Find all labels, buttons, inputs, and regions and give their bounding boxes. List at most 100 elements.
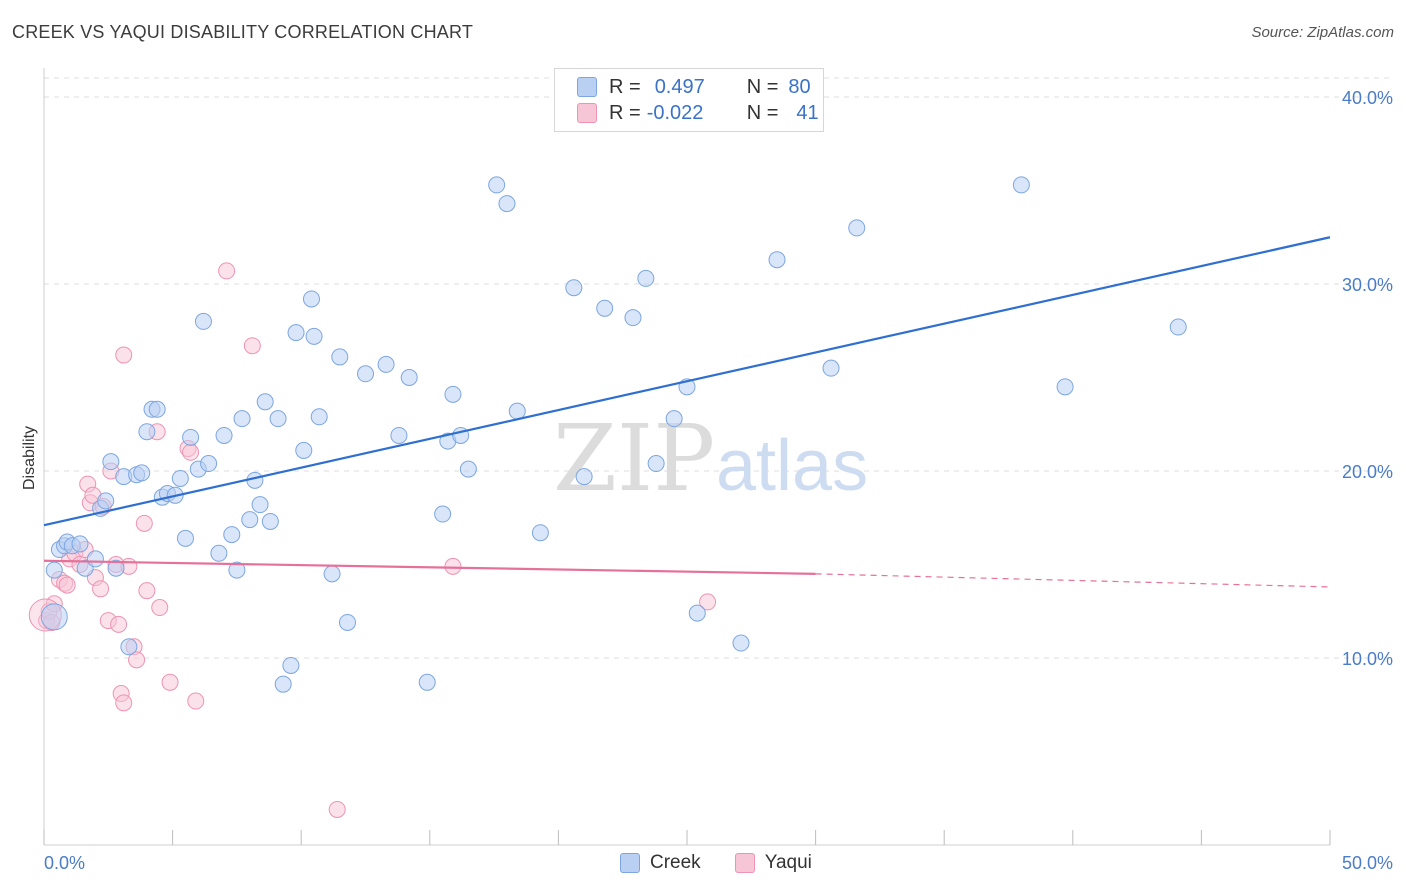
yaqui-points bbox=[28, 262, 717, 818]
creek-point bbox=[282, 656, 300, 674]
creek-point bbox=[459, 460, 477, 478]
y-tick-label: 10.0% bbox=[1342, 649, 1393, 669]
creek-point bbox=[233, 410, 251, 428]
y-tick-label: 30.0% bbox=[1342, 275, 1393, 295]
yaqui-trend-line bbox=[43, 559, 816, 575]
creek-point bbox=[768, 251, 786, 269]
creek-point bbox=[323, 565, 341, 583]
creek-point bbox=[444, 385, 462, 403]
legend: R = 0.497 N = 80 R = -0.022 N = 41 bbox=[554, 68, 824, 132]
creek-point bbox=[176, 529, 194, 547]
y-tick-label: 20.0% bbox=[1342, 462, 1393, 482]
creek-point bbox=[822, 359, 840, 377]
creek-point bbox=[848, 219, 866, 237]
creek-point bbox=[305, 327, 323, 345]
yaqui-point bbox=[328, 800, 346, 818]
creek-point bbox=[434, 505, 452, 523]
creek-n-value: 80 bbox=[788, 75, 811, 98]
creek-point bbox=[302, 290, 320, 308]
creek-point bbox=[310, 408, 328, 426]
yaqui-n-label: N = bbox=[746, 101, 779, 124]
creek-point bbox=[637, 269, 655, 287]
y-tick-label: 40.0% bbox=[1342, 88, 1393, 108]
yaqui-swatch bbox=[577, 103, 597, 123]
creek-point bbox=[531, 524, 549, 542]
legend-row-yaqui: R = -0.022 N = 41 bbox=[577, 100, 819, 126]
yaqui-point bbox=[58, 576, 76, 594]
creek-point bbox=[97, 492, 115, 510]
creek-point bbox=[133, 464, 151, 482]
creek-point bbox=[40, 603, 68, 631]
yaqui-point bbox=[161, 673, 179, 691]
bottom-creek-swatch bbox=[620, 853, 640, 873]
creek-point bbox=[331, 348, 349, 366]
yaqui-point bbox=[110, 615, 128, 633]
yaqui-point bbox=[151, 599, 169, 617]
yaqui-point bbox=[135, 514, 153, 532]
creek-point bbox=[575, 468, 593, 486]
creek-point bbox=[269, 410, 287, 428]
axes bbox=[43, 68, 1331, 846]
creek-swatch bbox=[577, 77, 597, 97]
creek-point bbox=[148, 400, 166, 418]
yaqui-point bbox=[182, 443, 200, 461]
creek-point bbox=[647, 455, 665, 473]
creek-point bbox=[338, 613, 356, 631]
bottom-legend-yaqui: Yaqui bbox=[734, 852, 812, 874]
creek-point bbox=[256, 393, 274, 411]
creek-point bbox=[1012, 176, 1030, 194]
creek-point bbox=[488, 176, 506, 194]
creek-trend-line bbox=[43, 236, 1331, 527]
yaqui-trend-extension bbox=[815, 573, 1331, 588]
creek-point bbox=[120, 638, 138, 656]
creek-point bbox=[138, 423, 156, 441]
creek-point bbox=[45, 561, 63, 579]
creek-r-value: 0.497 bbox=[654, 75, 705, 98]
creek-point bbox=[1056, 378, 1074, 396]
creek-point bbox=[241, 511, 259, 529]
creek-point bbox=[228, 561, 246, 579]
bottom-legend-creek: Creek bbox=[620, 852, 701, 874]
creek-point bbox=[418, 673, 436, 691]
chart-title: CREEK VS YAQUI DISABILITY CORRELATION CH… bbox=[12, 22, 474, 42]
creek-point bbox=[251, 496, 269, 514]
creek-point bbox=[498, 195, 516, 213]
x-tick-label: 50.0% bbox=[1342, 853, 1393, 873]
yaqui-point bbox=[243, 337, 261, 355]
yaqui-point bbox=[138, 582, 156, 600]
creek-point bbox=[182, 428, 200, 446]
creek-point bbox=[624, 309, 642, 327]
watermark: ZIP atlas bbox=[553, 405, 868, 512]
creek-point bbox=[194, 312, 212, 330]
bottom-yaqui-label: Yaqui bbox=[764, 852, 812, 873]
creek-point bbox=[210, 544, 228, 562]
creek-r-label: R = bbox=[609, 75, 641, 98]
source-label: Source: ZipAtlas.com bbox=[1251, 24, 1394, 41]
creek-point bbox=[261, 512, 279, 530]
creek-point bbox=[274, 675, 292, 693]
bottom-yaqui-swatch bbox=[734, 853, 755, 873]
creek-n-label: N = bbox=[746, 75, 779, 98]
tick-labels: 10.0% 20.0% 30.0% 40.0% 0.0% 50.0% bbox=[44, 88, 1393, 873]
creek-point bbox=[377, 355, 395, 373]
creek-point bbox=[86, 550, 104, 568]
creek-point bbox=[1169, 318, 1187, 336]
yaqui-point bbox=[187, 692, 205, 710]
trend-lines bbox=[43, 236, 1331, 588]
creek-point bbox=[215, 426, 233, 444]
creek-point bbox=[102, 453, 120, 471]
yaqui-point bbox=[699, 593, 717, 611]
yaqui-n-value: 41 bbox=[796, 101, 819, 124]
creek-point bbox=[688, 604, 706, 622]
gridlines bbox=[44, 77, 1392, 659]
x-tick-label: 0.0% bbox=[44, 853, 85, 873]
creek-point bbox=[200, 455, 218, 473]
yaqui-point bbox=[128, 651, 146, 669]
yaqui-r-value: -0.022 bbox=[646, 101, 704, 124]
yaqui-point bbox=[218, 262, 236, 280]
creek-points bbox=[40, 176, 1187, 693]
creek-point bbox=[665, 410, 683, 428]
watermark-zip: ZIP bbox=[553, 405, 715, 512]
creek-point bbox=[287, 324, 305, 342]
